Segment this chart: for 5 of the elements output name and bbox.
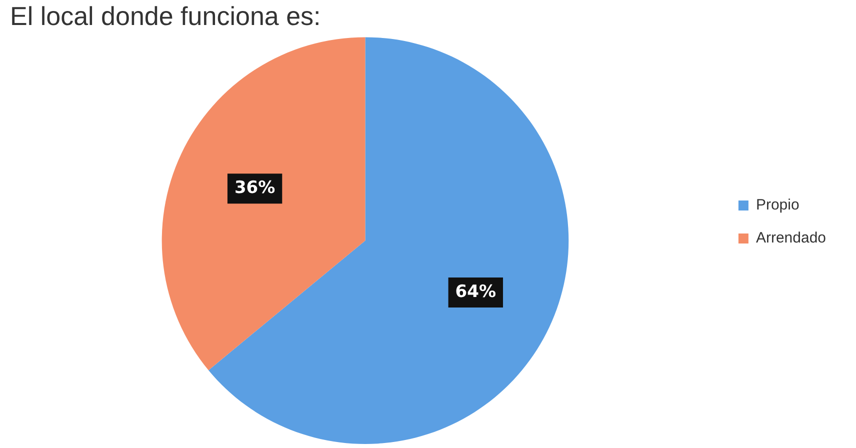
chart-title: El local donde funciona es: <box>10 0 321 31</box>
legend-label: Propio <box>756 196 800 214</box>
data-label: 36% <box>234 178 276 198</box>
data-label: 64% <box>455 282 496 302</box>
legend-label: Arrendado <box>756 230 826 247</box>
